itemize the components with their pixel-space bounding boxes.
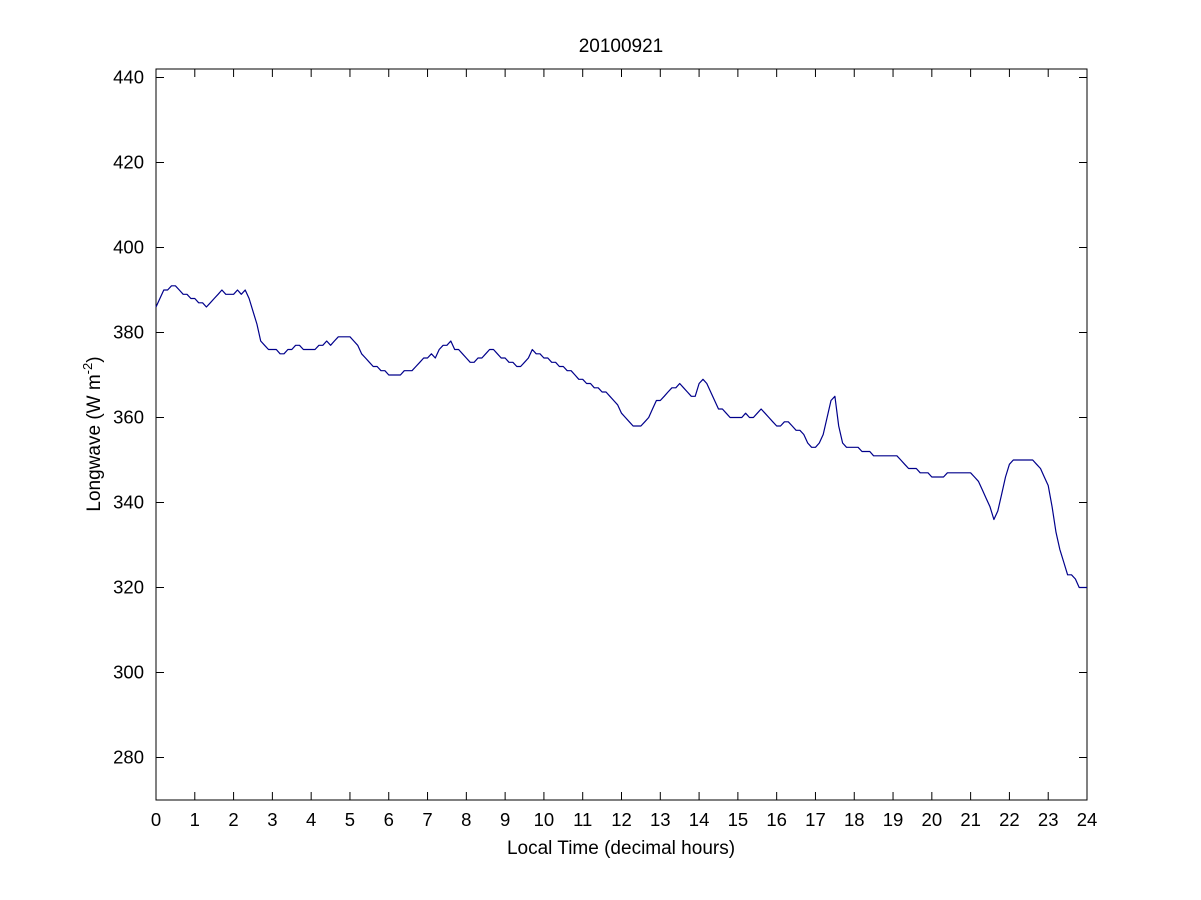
plot-area: 0 1 2 3 4 5 6 7 8 9 10 11 12 13 14 15 16 17 18 19 20 21 22 23 24… [113,67,1097,831]
y-tick-label: 440 [113,67,144,88]
y-axis-title: Longwave (W m-2) [80,356,105,511]
y-axis-ticks: 280 300 320 340 360 380 400 420 440 [113,67,1087,768]
y-tick-label: 380 [113,322,144,343]
x-tick-label: 0 [151,809,161,830]
y-tick-label: 400 [113,237,144,258]
x-tick-label: 16 [766,809,787,830]
x-tick-label: 9 [500,809,510,830]
y-axis-title-superscript: -2 [80,363,95,375]
x-tick-label: 24 [1077,809,1098,830]
y-axis-title-suffix: ) [84,356,105,362]
y-axis-title-main: Longwave (W m [84,374,105,511]
x-tick-label: 10 [534,809,555,830]
x-tick-label: 3 [267,809,277,830]
y-tick-label: 420 [113,152,144,173]
x-axis-title: Local Time (decimal hours) [507,838,735,859]
x-tick-label: 22 [999,809,1020,830]
chart-title: 20100921 [579,36,664,57]
x-tick-label: 5 [345,809,355,830]
plot-frame [155,68,1088,801]
x-tick-label: 12 [611,809,632,830]
y-tick-label: 340 [113,492,144,513]
x-tick-label: 23 [1038,809,1059,830]
x-axis-ticks: 0 1 2 3 4 5 6 7 8 9 10 11 12 13 14 15 16 17 18 19 20 21 22 23 24 [151,69,1097,830]
x-tick-label: 15 [728,809,749,830]
x-tick-label: 18 [844,809,865,830]
x-tick-label: 21 [960,809,981,830]
y-tick-label: 320 [113,577,144,598]
y-tick-label: 300 [113,662,144,683]
x-tick-label: 4 [306,809,316,830]
x-tick-label: 14 [689,809,710,830]
y-tick-label: 360 [113,407,144,428]
x-tick-label: 2 [228,809,238,830]
x-tick-label: 1 [190,809,200,830]
x-tick-label: 8 [461,809,471,830]
x-tick-label: 19 [883,809,904,830]
longwave-series-line [155,285,1087,589]
y-tick-label: 280 [113,747,144,768]
x-tick-label: 7 [422,809,432,830]
x-tick-label: 13 [650,809,671,830]
x-tick-label: 11 [573,809,592,830]
x-tick-label: 20 [922,809,943,830]
x-tick-label: 6 [384,809,394,830]
x-tick-label: 17 [805,809,826,830]
